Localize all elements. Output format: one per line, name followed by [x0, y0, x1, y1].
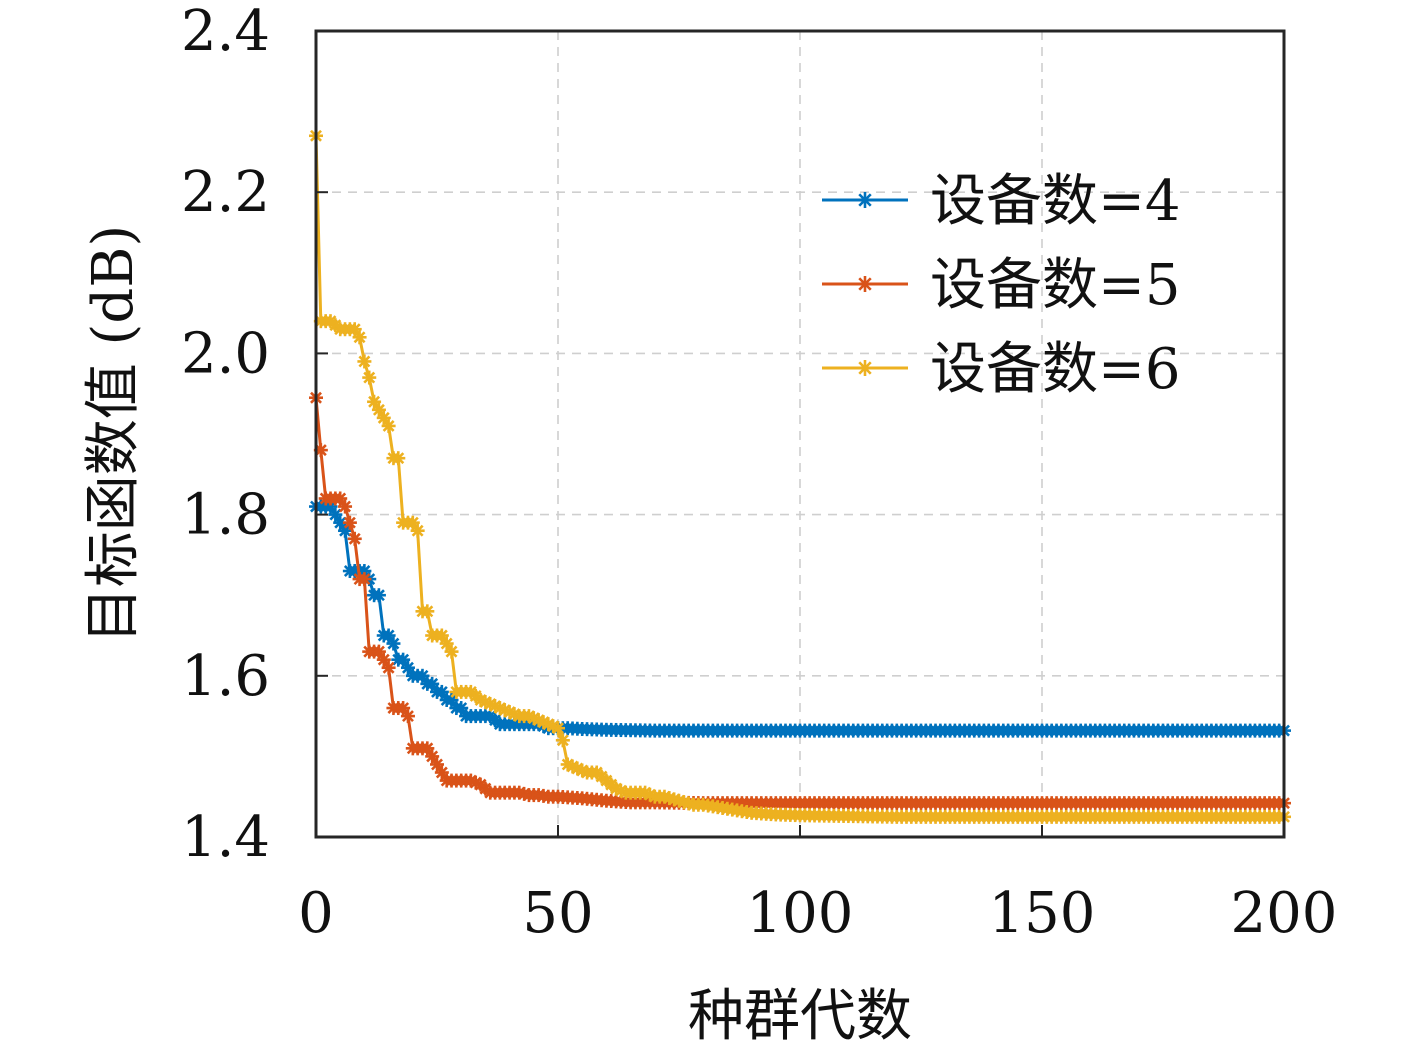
x-tick-label: 200 — [1231, 881, 1338, 946]
data-point — [425, 676, 440, 691]
legend-entry-2: 设备数=5 — [822, 253, 1181, 318]
legend: 设备数=4 设备数=5 设备数=6 — [822, 169, 1181, 402]
data-point — [444, 644, 459, 659]
data-point — [371, 588, 386, 603]
data-point — [347, 322, 362, 337]
data-point — [347, 531, 362, 546]
legend-entry-3: 设备数=6 — [822, 337, 1181, 402]
series-3 — [309, 128, 1291, 824]
data-point — [415, 668, 430, 683]
data-point — [357, 354, 372, 369]
data-point — [362, 370, 377, 385]
legend-label: 设备数=6 — [930, 337, 1181, 402]
data-point — [333, 491, 348, 506]
data-point — [391, 451, 406, 466]
y-tick-label: 2.2 — [181, 160, 270, 225]
y-tick-label: 1.4 — [181, 805, 270, 870]
data-point — [376, 652, 391, 667]
data-point — [434, 765, 449, 780]
data-point — [338, 523, 353, 538]
data-point — [400, 660, 415, 675]
data-point — [439, 636, 454, 651]
data-point — [400, 709, 415, 724]
legend-label: 设备数=4 — [930, 169, 1181, 234]
x-tick-label: 100 — [747, 881, 854, 946]
grid — [316, 31, 1284, 837]
x-axis-label: 种群代数 — [688, 984, 912, 1049]
x-tick-label: 150 — [989, 881, 1096, 946]
data-point — [555, 733, 570, 748]
data-point — [420, 604, 435, 619]
legend-label: 设备数=5 — [930, 253, 1181, 318]
data-point — [357, 572, 372, 587]
x-tick-label: 0 — [298, 881, 334, 946]
legend-marker — [857, 192, 873, 208]
data-point — [410, 523, 425, 538]
data-point — [352, 330, 367, 345]
y-tick-label: 1.8 — [181, 483, 270, 548]
legend-marker — [857, 276, 873, 292]
series-1 — [309, 499, 1291, 738]
data-point — [371, 644, 386, 659]
data-point — [381, 660, 396, 675]
data-point — [338, 499, 353, 514]
x-tick-label: 50 — [522, 881, 593, 946]
y-tick-label: 2.0 — [181, 321, 270, 386]
series-2 — [309, 390, 1291, 811]
y-tick-label: 1.6 — [181, 644, 270, 709]
data-point — [342, 515, 357, 530]
data-point — [386, 636, 401, 651]
axis-ticks: 0 50 100 150 200 1.4 1.6 1.8 2.0 2.2 2.4 — [181, 0, 1338, 946]
data-point — [551, 721, 565, 736]
series-layer — [309, 128, 1291, 824]
y-axis-label: 目标函数值 (dB) — [81, 225, 146, 644]
data-point — [381, 418, 396, 433]
legend-entry-1: 设备数=4 — [822, 169, 1181, 234]
legend-marker — [857, 360, 873, 376]
y-tick-label: 2.4 — [181, 0, 270, 64]
data-point — [328, 507, 343, 522]
